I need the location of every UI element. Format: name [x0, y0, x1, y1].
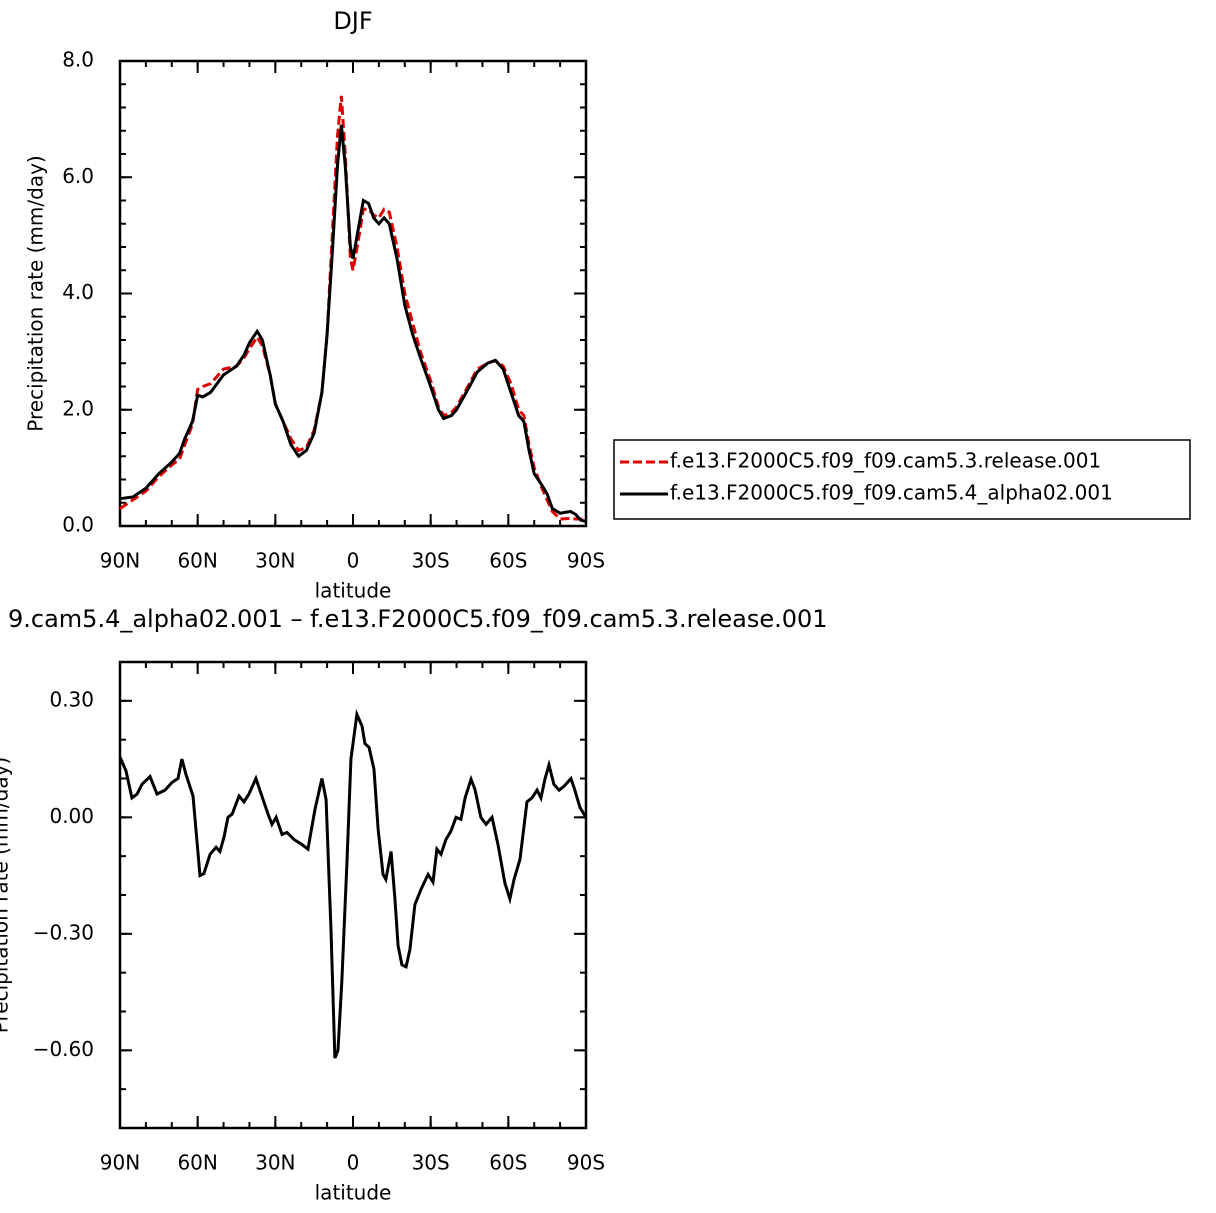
- x-tick-label: 30N: [255, 1151, 295, 1175]
- data-line: [119, 95, 587, 522]
- x-tick-label: 60S: [489, 1151, 527, 1175]
- x-tick-label: 60N: [177, 549, 217, 573]
- legend-label: f.e13.F2000C5.f09_f09.cam5.3.release.001: [670, 449, 1101, 473]
- y-tick-label: −0.30: [33, 920, 94, 944]
- chart-title: DJF: [333, 7, 372, 35]
- y-tick-label: −0.60: [33, 1037, 94, 1061]
- plot-frame: [118, 660, 588, 1130]
- x-tick-label: 90N: [100, 549, 140, 573]
- y-tick-label: 2.0: [62, 396, 94, 420]
- y-tick-label: 0.00: [49, 804, 94, 828]
- x-tick-label: 30S: [412, 549, 450, 573]
- x-tick-label: 90S: [567, 549, 605, 573]
- y-axis-label: Precipitation rate (mm/day): [0, 757, 13, 1033]
- legend-label: f.e13.F2000C5.f09_f09.cam5.4_alpha02.001: [670, 481, 1113, 505]
- x-tick-label: 60S: [489, 549, 527, 573]
- x-tick-label: 30N: [255, 549, 295, 573]
- legend-box: [613, 439, 1191, 520]
- x-axis-label: latitude: [315, 579, 392, 603]
- x-tick-label: 60N: [177, 1151, 217, 1175]
- chart-title: 9.cam5.4_alpha02.001 – f.e13.F2000C5.f09…: [8, 605, 828, 633]
- x-axis-label: latitude: [315, 1181, 392, 1205]
- x-tick-label: 0: [347, 549, 360, 573]
- x-tick-label: 30S: [412, 1151, 450, 1175]
- data-line: [119, 124, 587, 523]
- y-tick-label: 8.0: [62, 48, 94, 72]
- y-tick-label: 0.30: [49, 687, 94, 711]
- x-tick-label: 90S: [567, 1151, 605, 1175]
- x-tick-label: 90N: [100, 1151, 140, 1175]
- y-tick-label: 6.0: [62, 164, 94, 188]
- y-tick-label: 4.0: [62, 280, 94, 304]
- data-line: [118, 708, 588, 1059]
- y-axis-label: Precipitation rate (mm/day): [24, 155, 48, 431]
- y-tick-label: 0.0: [62, 513, 94, 537]
- x-tick-label: 0: [347, 1151, 360, 1175]
- plot-frame: [118, 59, 588, 528]
